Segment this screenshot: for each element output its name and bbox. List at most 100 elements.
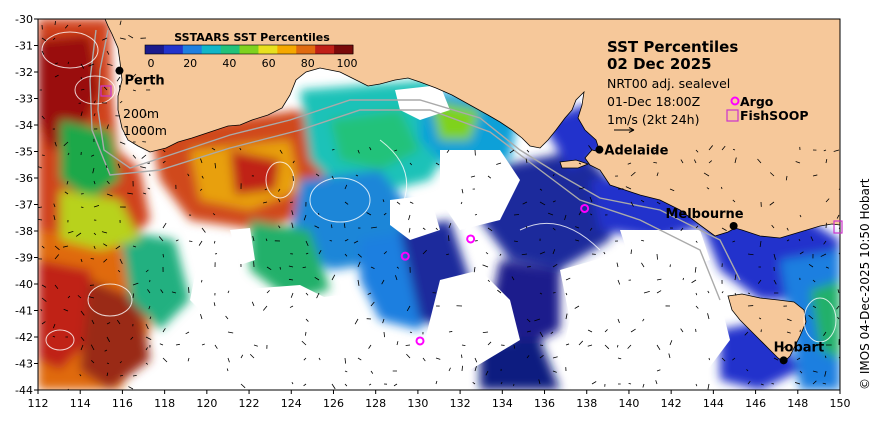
current-vector <box>785 175 788 181</box>
colorbar-tick-label: 60 <box>262 57 276 70</box>
current-vector <box>52 335 56 338</box>
current-vector <box>539 331 544 338</box>
argo-float[interactable] <box>400 251 410 261</box>
current-vector <box>88 296 95 299</box>
current-vector <box>641 262 645 268</box>
current-vector <box>314 225 320 229</box>
colorbar-segment <box>145 45 165 54</box>
current-vector <box>162 222 167 229</box>
current-vector <box>669 340 673 346</box>
current-vector <box>474 357 478 363</box>
current-vector <box>252 235 255 242</box>
current-vector <box>162 149 166 153</box>
current-vector <box>80 258 83 263</box>
argo-float[interactable] <box>580 203 590 213</box>
current-vector <box>344 184 348 190</box>
current-vector <box>63 141 69 147</box>
current-vector <box>253 344 258 347</box>
current-vector <box>265 238 268 242</box>
x-tick-label: 140 <box>618 397 639 410</box>
current-vector <box>353 240 359 244</box>
current-vector <box>368 383 372 386</box>
current-vector <box>394 149 398 152</box>
current-vector <box>578 187 585 190</box>
x-tick-label: 138 <box>576 397 597 410</box>
argo-float-markers[interactable] <box>400 203 590 346</box>
fishsoop-marker[interactable] <box>833 220 843 234</box>
current-vector <box>67 388 70 390</box>
current-vector <box>771 224 775 229</box>
current-vector <box>773 357 779 361</box>
current-vector <box>91 319 95 325</box>
current-vector <box>721 145 726 151</box>
current-vector <box>808 315 814 320</box>
current-vector <box>370 226 377 229</box>
current-vector <box>343 223 346 229</box>
x-tick-label: 146 <box>745 397 766 410</box>
current-vector <box>175 343 180 346</box>
current-vector <box>305 318 309 322</box>
current-vector <box>119 258 123 265</box>
current-vector <box>547 212 554 216</box>
colorbar-tick-label: 40 <box>222 57 236 70</box>
x-tick-label: 144 <box>703 397 724 410</box>
current-vector <box>786 331 791 334</box>
current-vector <box>825 266 829 269</box>
current-vector <box>627 162 632 165</box>
current-vector <box>552 263 558 268</box>
current-vector <box>552 174 555 177</box>
current-vector <box>305 292 309 296</box>
current-vector <box>103 258 108 263</box>
current-vector <box>526 355 530 359</box>
current-vector <box>656 172 659 177</box>
current-vector <box>383 212 387 216</box>
current-vector <box>80 344 84 351</box>
current-vector <box>159 343 164 346</box>
current-vector <box>266 266 272 271</box>
cloud-gaps <box>190 85 730 390</box>
current-vector <box>617 344 619 348</box>
current-vector <box>461 354 463 359</box>
current-vector <box>132 154 137 159</box>
current-vector <box>409 162 413 166</box>
current-vector <box>823 149 827 152</box>
current-vector <box>213 240 216 244</box>
current-vector <box>396 341 399 346</box>
argo-float[interactable] <box>466 234 476 244</box>
colorbar-frame <box>144 44 354 55</box>
current-vector <box>539 354 544 359</box>
fishsoop-legend-icon <box>726 109 739 122</box>
current-vector <box>171 291 177 294</box>
fishsoop-marker[interactable] <box>100 85 112 97</box>
current-vector <box>812 380 817 385</box>
argo-float[interactable] <box>415 336 425 346</box>
vector-scale-arrow <box>614 127 635 133</box>
current-vector <box>539 251 546 255</box>
current-vector <box>289 305 294 308</box>
current-vector <box>794 382 801 385</box>
argo-legend-label: Argo <box>740 94 774 109</box>
current-vector <box>422 227 426 230</box>
current-vector <box>41 50 45 55</box>
current-vector <box>630 249 632 255</box>
current-vector <box>187 357 190 362</box>
current-vector <box>641 239 645 242</box>
current-vector <box>640 199 645 203</box>
current-vector <box>64 191 69 195</box>
current-vector <box>534 318 541 322</box>
current-vector <box>470 175 476 178</box>
current-vector <box>63 308 69 312</box>
current-vector <box>106 372 109 377</box>
current-vector <box>370 370 374 374</box>
current-vector <box>344 201 349 205</box>
current-vector <box>315 173 320 177</box>
current-vector <box>435 357 441 360</box>
current-vector <box>656 201 661 205</box>
current-vector <box>782 344 788 350</box>
current-vector <box>53 203 56 208</box>
current-vector <box>474 366 477 372</box>
current-vector <box>318 249 322 255</box>
current-vector <box>591 381 597 385</box>
current-vector <box>382 199 385 203</box>
